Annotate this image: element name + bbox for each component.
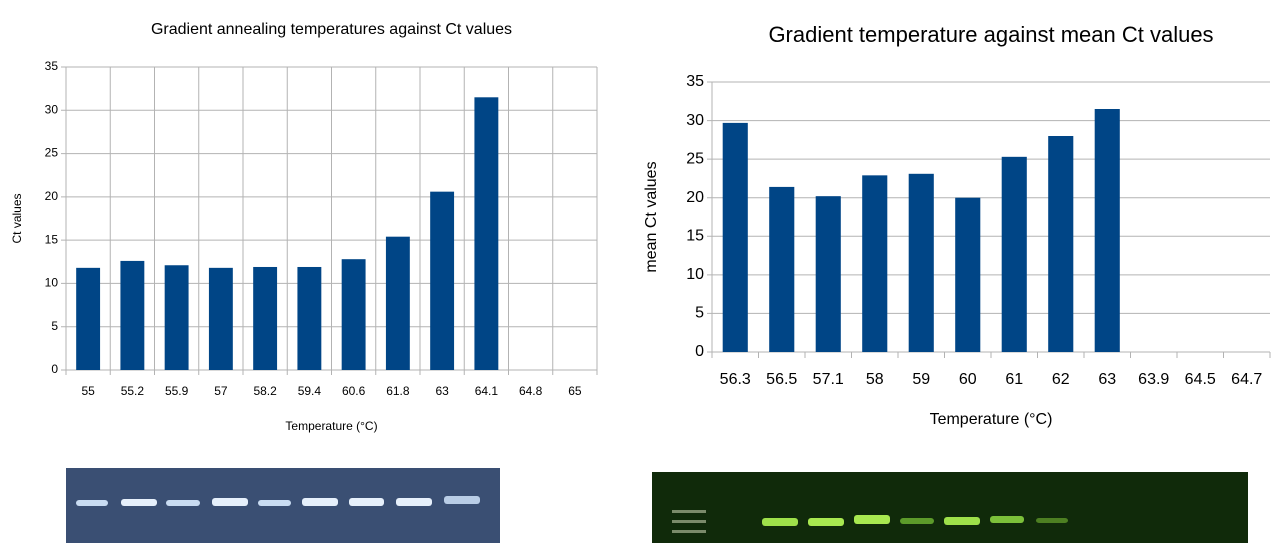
bar [297,266,322,370]
y-tick-label: 20 [45,189,59,203]
y-tick-label: 30 [45,102,59,116]
bar [253,266,278,370]
bar [769,186,795,352]
x-axis-label: Temperature (°C) [285,419,377,433]
bar [1094,109,1120,352]
bar [908,173,934,352]
x-tick-label: 63.9 [1138,371,1169,388]
x-tick-label: 58.2 [253,384,277,398]
x-tick-label: 58 [866,371,884,388]
bar [955,197,981,352]
y-axis-label: mean Ct values [643,161,660,272]
y-tick-label: 15 [45,232,59,246]
x-tick-label: 64.5 [1185,371,1216,388]
y-tick-label: 35 [686,73,704,90]
x-tick-label: 56.5 [766,371,797,388]
bar [474,97,499,371]
x-tick-label: 56.3 [720,371,751,388]
x-tick-label: 64.1 [475,384,499,398]
x-tick-label: 55 [81,384,95,398]
y-tick-label: 25 [686,150,704,167]
y-tick-label: 0 [51,362,58,376]
y-tick-label: 0 [695,343,704,360]
bar [341,259,366,370]
chart-title: Gradient annealing temperatures against … [151,21,512,38]
x-tick-label: 65 [568,384,582,398]
gel-image-right [652,472,1248,543]
y-tick-label: 30 [686,112,704,129]
y-tick-label: 5 [51,319,58,333]
bar [76,267,101,370]
y-tick-label: 5 [695,305,704,322]
x-axis-label: Temperature (°C) [930,411,1053,428]
y-tick-label: 15 [686,228,704,245]
x-tick-label: 63 [1098,371,1116,388]
x-tick-label: 57 [214,384,228,398]
x-tick-label: 61 [1005,371,1023,388]
x-tick-label: 59 [912,371,930,388]
x-tick-label: 63 [435,384,449,398]
x-tick-label: 64.7 [1231,371,1262,388]
chart-title: Gradient temperature against mean Ct val… [768,22,1213,47]
x-tick-label: 55.9 [165,384,189,398]
bar [862,175,888,352]
x-tick-label: 62 [1052,371,1070,388]
x-tick-label: 64.8 [519,384,543,398]
x-tick-label: 57.1 [813,371,844,388]
bar [722,122,748,352]
x-tick-label: 59.4 [298,384,322,398]
bar [385,236,410,370]
y-tick-label: 10 [686,266,704,283]
bar [120,260,145,370]
x-tick-label: 55.2 [121,384,145,398]
bar [815,196,841,352]
bar [1048,136,1074,352]
gel-image-left [66,468,500,543]
y-axis-label: Ct values [10,193,24,243]
y-tick-label: 20 [686,189,704,206]
x-tick-label: 60.6 [342,384,366,398]
bar [430,191,455,370]
bar [164,265,189,370]
bar [1001,156,1027,352]
bar [208,267,233,370]
x-tick-label: 60 [959,371,977,388]
x-tick-label: 61.8 [386,384,410,398]
y-tick-label: 25 [45,146,59,160]
y-tick-label: 10 [45,276,59,290]
y-tick-label: 35 [45,59,59,73]
